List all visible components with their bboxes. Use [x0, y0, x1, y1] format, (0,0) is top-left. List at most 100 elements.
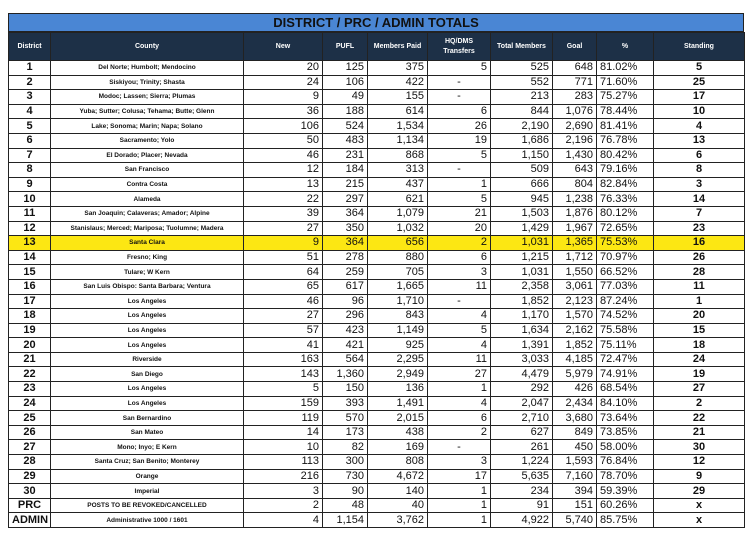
cell-county: Mono; Inyo; E Kern: [50, 439, 244, 456]
cell-goal: 151: [552, 497, 597, 514]
cell-percent: 80.42%: [596, 147, 654, 164]
cell-members-paid: 1,079: [367, 205, 428, 222]
cell-members-paid: 656: [367, 235, 428, 251]
cell-goal: 1,593: [552, 454, 597, 470]
cell-goal: 1,430: [552, 147, 597, 164]
sheet-title: DISTRICT / PRC / ADMIN TOTALS: [8, 13, 744, 32]
table-row: 29 Orange 216 730 4,672 17 5,635 7,160 78.70% 9: [8, 468, 745, 485]
cell-district: 7: [8, 147, 51, 164]
cell-standing: 27: [653, 381, 745, 397]
cell-pufl: 184: [322, 162, 368, 178]
table-row: 16 San Luis Obispo: Santa Barbara; Ventur…: [8, 278, 745, 295]
cell-county: Los Angeles: [50, 308, 244, 324]
cell-pufl: 524: [322, 118, 368, 134]
cell-standing: 4: [653, 118, 745, 134]
cell-goal: 643: [552, 162, 597, 178]
cell-new: 143: [243, 366, 323, 383]
cell-standing: 12: [653, 454, 745, 470]
cell-total-members: 213: [490, 89, 553, 105]
cell-county: Alameda: [50, 191, 244, 207]
cell-new: 2: [243, 497, 323, 514]
cell-pufl: 173: [322, 424, 368, 441]
cell-new: 57: [243, 322, 323, 339]
cell-hq-dms-transfers: 21: [427, 205, 491, 222]
cell-percent: 75.58%: [596, 322, 654, 339]
cell-district: 21: [8, 351, 51, 368]
cell-county: Del Norte; Humbolt; Mendocino: [50, 60, 244, 76]
cell-total-members: 1,031: [490, 235, 553, 251]
table-row: 8 San Francisco 12 184 313-509 643 79.16% 8: [8, 162, 745, 178]
cell-total-members: 1,224: [490, 454, 553, 470]
cell-percent: 60.26%: [596, 497, 654, 514]
cell-hq-dms-transfers: 26: [427, 118, 491, 134]
cell-new: 5: [243, 381, 323, 397]
cell-total-members: 1,634: [490, 322, 553, 339]
cell-total-members: 2,710: [490, 410, 553, 426]
cell-goal: 648: [552, 60, 597, 76]
cell-members-paid: 422: [367, 74, 428, 91]
cell-new: 46: [243, 293, 323, 310]
cell-district: ADMIN: [8, 512, 51, 528]
cell-new: 12: [243, 162, 323, 178]
table-row: 6 Sacramento; Yolo 50 483 1,134 19 1,686 2,196 7…: [8, 132, 745, 149]
cell-new: 216: [243, 468, 323, 485]
cell-members-paid: 438: [367, 424, 428, 441]
cell-district: 27: [8, 439, 51, 456]
cell-pufl: 423: [322, 322, 368, 339]
cell-goal: 2,196: [552, 132, 597, 149]
cell-members-paid: 925: [367, 337, 428, 353]
cell-district: 10: [8, 191, 51, 207]
cell-new: 10: [243, 439, 323, 456]
cell-hq-dms-transfers: 5: [427, 191, 491, 207]
cell-district: 3: [8, 89, 51, 105]
cell-members-paid: 614: [367, 103, 428, 120]
cell-pufl: 1,360: [322, 366, 368, 383]
cell-goal: 283: [552, 89, 597, 105]
column-header-standing: Standing: [653, 32, 745, 61]
cell-members-paid: 1,710: [367, 293, 428, 310]
cell-goal: 7,160: [552, 468, 597, 485]
cell-members-paid: 136: [367, 381, 428, 397]
cell-standing: 6: [653, 147, 745, 164]
cell-members-paid: 4,672: [367, 468, 428, 485]
cell-total-members: 945: [490, 191, 553, 207]
cell-total-members: 666: [490, 176, 553, 193]
cell-goal: 1,076: [552, 103, 597, 120]
cell-members-paid: 880: [367, 249, 428, 266]
cell-district: 14: [8, 249, 51, 266]
cell-standing: 17: [653, 89, 745, 105]
cell-members-paid: 1,134: [367, 132, 428, 149]
cell-new: 64: [243, 264, 323, 280]
cell-hq-dms-transfers: 6: [427, 103, 491, 120]
cell-county: San Diego: [50, 366, 244, 383]
cell-members-paid: 868: [367, 147, 428, 164]
cell-pufl: 82: [322, 439, 368, 456]
cell-hq-dms-transfers: 11: [427, 278, 491, 295]
cell-standing: 10: [653, 103, 745, 120]
cell-total-members: 292: [490, 381, 553, 397]
cell-new: 3: [243, 483, 323, 499]
table-row: 22 San Diego 143 1,360 2,949 27 4,479 5,979 74.9…: [8, 366, 745, 383]
cell-standing: 16: [653, 235, 745, 251]
cell-hq-dms-transfers: -: [427, 162, 491, 178]
table-row: 10 Alameda 22 297 621 5 945 1,238 76.33% 14: [8, 191, 745, 207]
cell-new: 9: [243, 89, 323, 105]
table-row: 7 El Dorado; Placer; Nevada 46 231 868 5 1,150…: [8, 147, 745, 164]
cell-district: 19: [8, 322, 51, 339]
table-row: 23 Los Angeles 5 150 136 1 292 426 68.54% 27: [8, 381, 745, 397]
cell-standing: 28: [653, 264, 745, 280]
cell-standing: 15: [653, 322, 745, 339]
cell-goal: 426: [552, 381, 597, 397]
cell-percent: 66.52%: [596, 264, 654, 280]
cell-hq-dms-transfers: 11: [427, 351, 491, 368]
cell-percent: 78.44%: [596, 103, 654, 120]
cell-standing: 30: [653, 439, 745, 456]
column-header-county: County: [50, 32, 244, 61]
cell-county: Fresno; King: [50, 249, 244, 266]
cell-pufl: 730: [322, 468, 368, 485]
cell-percent: 59.39%: [596, 483, 654, 499]
cell-district: 11: [8, 205, 51, 222]
cell-new: 159: [243, 395, 323, 412]
cell-standing: 22: [653, 410, 745, 426]
cell-members-paid: 808: [367, 454, 428, 470]
